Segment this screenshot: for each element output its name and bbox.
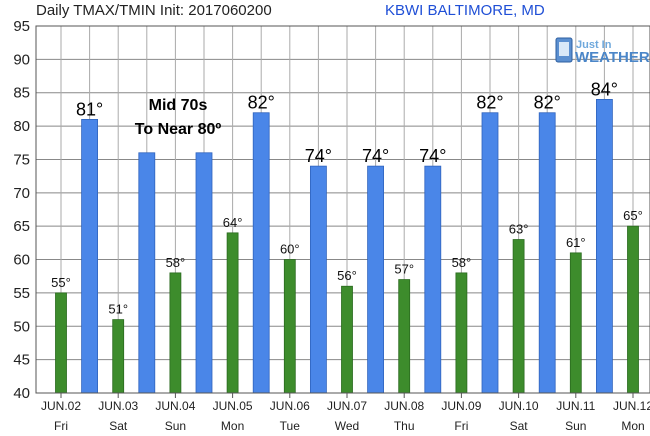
tmax-bar: [538, 112, 556, 394]
x-tick-date: JUN.07: [327, 399, 367, 413]
x-tick-date: JUN.05: [213, 399, 253, 413]
tmin-bar: [455, 272, 468, 394]
just-in-weather-logo: Just In WEATHER: [555, 37, 650, 66]
tmax-label: 84°: [591, 79, 618, 99]
y-tick-label: 60: [13, 252, 30, 269]
x-tick-weekday: Thu: [394, 419, 415, 433]
x-tick-weekday: Wed: [335, 419, 359, 433]
x-tick-date: JUN.11: [556, 399, 595, 413]
annotation-line-1: Mid 70s: [149, 97, 208, 114]
tmin-bar: [226, 232, 239, 394]
tmin-label: 60°: [280, 242, 300, 257]
tmin-label: 58°: [166, 255, 186, 270]
chart-title: Daily TMAX/TMIN Init: 2017060200: [36, 2, 272, 19]
tmin-bar: [112, 319, 125, 394]
logo-line-2: WEATHER: [575, 49, 650, 66]
y-tick-label: 80: [13, 118, 30, 135]
logo-line-1: Just In: [576, 39, 612, 51]
tmin-bar: [512, 239, 525, 394]
tmax-bar: [252, 112, 270, 394]
data-labels: 55° 81° 51° 58° 64° 82° 60° 74° 56° 74° 57° 74° 58° 8…: [51, 79, 643, 316]
tmax-bar: [138, 152, 156, 394]
tmin-label: 63°: [509, 222, 529, 237]
tmin-bar: [569, 252, 582, 394]
x-tick-date: JUN.09: [441, 399, 481, 413]
tmax-label: 74°: [362, 146, 389, 166]
x-tick-weekday: Sat: [510, 419, 529, 433]
x-tick-weekday: Mon: [221, 419, 244, 433]
tmax-label: 81°: [76, 99, 103, 119]
y-tick-label: 95: [13, 18, 30, 35]
tmin-label: 64°: [223, 215, 243, 230]
tmin-label: 56°: [337, 268, 357, 283]
phone-screen-icon: [559, 42, 569, 56]
x-tick-weekday: Tue: [280, 419, 301, 433]
tmax-bar: [367, 165, 385, 394]
axes: 40 45 50 55 60 65 70 75 80 85 90 95 JUN.02 Fri JUN.03 S…: [13, 18, 650, 433]
tmin-bar: [283, 259, 296, 394]
tmax-bar: [424, 165, 442, 394]
x-tick-date: JUN.03: [98, 399, 138, 413]
tmin-label: 55°: [51, 275, 71, 290]
x-tick-weekday: Sun: [565, 419, 586, 433]
bars: [55, 99, 639, 394]
x-tick-weekday: Fri: [454, 419, 468, 433]
tmin-bar: [55, 292, 67, 394]
tmax-bar: [309, 165, 327, 394]
tmin-label: 61°: [566, 235, 586, 250]
tmin-bar: [627, 225, 639, 394]
y-tick-label: 55: [13, 285, 30, 302]
y-tick-label: 90: [13, 51, 30, 68]
station-name: KBWI BALTIMORE, MD: [385, 2, 545, 19]
x-tick-weekday: Fri: [54, 419, 68, 433]
tmax-bar: [81, 119, 98, 394]
tmax-label: 82°: [248, 93, 275, 113]
tmax-label: 74°: [419, 146, 446, 166]
x-tick-date: JUN.06: [270, 399, 310, 413]
tmin-bar: [341, 285, 353, 394]
tmax-bar: [481, 112, 499, 394]
tmax-label: 82°: [476, 93, 503, 113]
tmax-bar: [596, 99, 613, 394]
tmin-label: 58°: [452, 255, 472, 270]
y-tick-label: 85: [13, 85, 30, 102]
y-tick-label: 65: [13, 218, 30, 235]
x-tick-weekday: Mon: [621, 419, 644, 433]
tmin-bar: [169, 272, 182, 394]
annotation-line-2: To Near 80º: [135, 121, 222, 138]
annotation: Mid 70s To Near 80º: [135, 97, 222, 138]
tmax-label: 74°: [305, 146, 332, 166]
y-tick-label: 75: [13, 151, 30, 168]
x-tick-date: JUN.10: [499, 399, 539, 413]
x-tick-date: JUN.12: [613, 399, 650, 413]
tmin-bar: [398, 279, 411, 394]
tmax-bar: [195, 152, 213, 394]
x-tick-date: JUN.02: [41, 399, 81, 413]
x-tick-weekday: Sat: [109, 419, 128, 433]
y-tick-label: 50: [13, 318, 30, 335]
y-tick-label: 45: [13, 352, 30, 369]
tmin-label: 57°: [394, 262, 414, 277]
y-tick-label: 40: [13, 385, 30, 402]
tmax-label: 82°: [534, 93, 561, 113]
y-tick-label: 70: [13, 185, 30, 202]
plot-border: [35, 25, 650, 394]
x-tick-date: JUN.08: [384, 399, 424, 413]
tmin-label: 51°: [108, 302, 128, 317]
x-tick-date: JUN.04: [155, 399, 195, 413]
x-tick-weekday: Sun: [165, 419, 186, 433]
tmin-label: 65°: [623, 208, 643, 223]
